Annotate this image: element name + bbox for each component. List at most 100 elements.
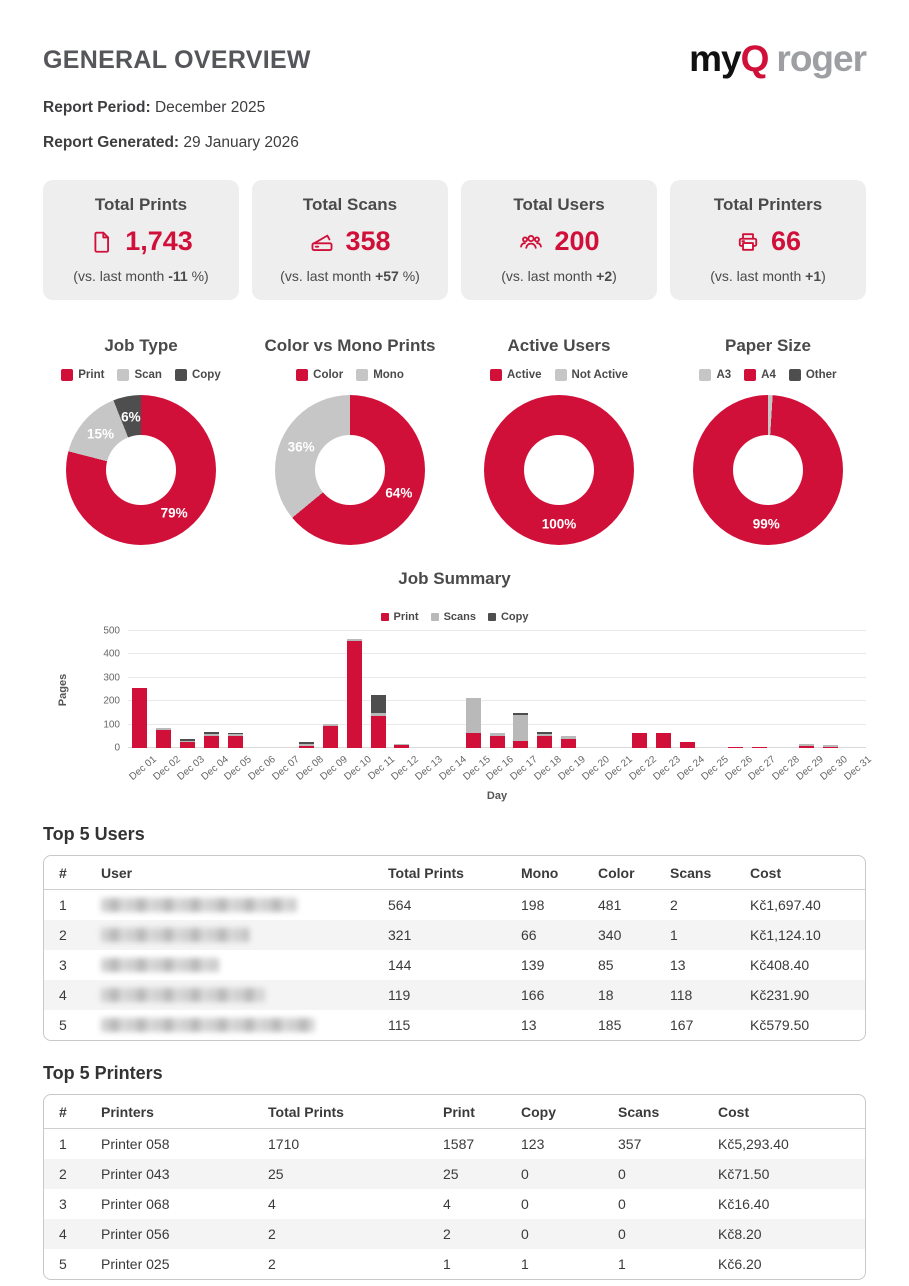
legend-label: Active: [507, 369, 542, 381]
donut-slice-label: 99%: [752, 516, 780, 532]
table-cell: 481: [598, 897, 622, 913]
table-cell: 4: [59, 987, 67, 1003]
table-header: # Printers Total Prints Print Copy Scans Cost: [44, 1095, 865, 1129]
redacted-user-name: [101, 898, 297, 912]
stat-card-value-row: 1,743: [43, 226, 239, 257]
bar-slot: [485, 733, 509, 748]
donut-legend: Color Mono: [252, 369, 448, 381]
x-tick: Dec 17: [509, 748, 540, 796]
bar-segment-print: [561, 738, 577, 748]
x-tick: Dec 10: [342, 748, 373, 796]
chart-legend: Print Scans Copy: [43, 611, 866, 623]
users-table-heading: Top 5 Users: [43, 824, 145, 844]
x-tick: Dec 01: [128, 748, 159, 796]
chart-title: Job Summary: [398, 569, 511, 588]
stacked-bar: [322, 723, 338, 748]
bar-segment-print: [727, 746, 743, 748]
x-tick: Dec 30: [818, 748, 849, 796]
legend-label: Print: [393, 611, 419, 623]
stat-card-value: 200: [554, 226, 600, 256]
table-cell: Printer 043: [101, 1166, 170, 1182]
stacked-bar: [513, 713, 529, 748]
legend-label: Other: [805, 369, 837, 381]
x-tick-label: Dec 31: [842, 754, 874, 783]
x-tick: Dec 26: [723, 748, 754, 796]
x-tick: Dec 07: [271, 748, 302, 796]
stacked-bar: [751, 746, 767, 748]
bar-slot: [461, 697, 485, 748]
column-header-scans: Scans: [606, 1095, 706, 1129]
table-cell: [89, 980, 376, 1010]
donut-chart-active-users: Active Users Active Not Active 100%: [461, 336, 657, 545]
legend-label: Scan: [134, 369, 162, 381]
x-tick: Dec 27: [747, 748, 778, 796]
column-header-copy: Copy: [509, 1095, 606, 1129]
table-row: 2 321 66 340 1 Kč1,124.10: [44, 920, 865, 950]
table-cell: 25: [268, 1166, 284, 1182]
bar-segment-scans: [513, 714, 529, 741]
x-tick: Dec 28: [771, 748, 802, 796]
gridline: [128, 700, 866, 702]
table-cell: Kč6.20: [718, 1256, 762, 1272]
table-cell: 1: [59, 1136, 67, 1152]
column-header-cost: Cost: [738, 856, 865, 890]
x-tick: Dec 29: [794, 748, 825, 796]
table-cell: 198: [521, 897, 545, 913]
bar-segment-print: [156, 729, 172, 748]
scanner-icon: [309, 229, 335, 255]
header-row: # User Total Prints Mono Color Scans Cost: [44, 856, 865, 890]
y-tick-label: 200: [103, 695, 120, 707]
column-header-total-prints: Total Prints: [376, 856, 509, 890]
bar-segment-scans: [156, 728, 172, 730]
stacked-bar: [203, 732, 219, 748]
table-cell: 13: [670, 957, 686, 973]
legend-swatch: [487, 613, 496, 621]
stacked-bar: [561, 735, 577, 748]
legend-swatch: [117, 369, 130, 381]
x-tick: Dec 18: [532, 748, 563, 796]
bar-segment-print: [656, 732, 672, 748]
table-cell: 1: [59, 897, 67, 913]
stacked-bar: [489, 733, 505, 748]
donut-title: Color vs Mono Prints: [264, 336, 436, 355]
stacked-bar: [370, 695, 386, 748]
column-header-scans: Scans: [658, 856, 738, 890]
x-tick: Dec 08: [294, 748, 325, 796]
table-cell: 1: [443, 1256, 451, 1272]
stat-card-total-users: Total Users 200 (vs. last month +2): [461, 180, 657, 300]
table-cell: 144: [388, 957, 412, 973]
legend-swatch: [61, 369, 74, 381]
table-cell: 3: [59, 1196, 67, 1212]
stacked-bar: [394, 743, 410, 748]
bar-segment-print: [394, 745, 410, 748]
stat-card-value-row: 66: [670, 226, 866, 257]
bar-slot: [533, 732, 557, 748]
donut-slice-label: 36%: [287, 439, 315, 455]
table-cell: Kč8.20: [718, 1226, 762, 1242]
legend-item: Not Active: [554, 369, 628, 381]
job-summary-section: Job Summary Print Scans Copy Pages 0 100 200…: [43, 569, 873, 803]
bar-slot: [319, 723, 343, 748]
donut-legend: A3 A4 Other: [670, 369, 866, 381]
donut-slice-label: 100%: [541, 516, 577, 532]
bar-segment-scans: [465, 697, 481, 733]
stacked-bar: [465, 697, 481, 748]
legend-swatch: [174, 369, 187, 381]
bar-chart: Pages 0 100 200 300 400 500 Dec 01 Dec 02 Dec 0…: [43, 626, 873, 803]
stat-card-caption: (vs. last month -11 %): [73, 268, 209, 284]
column-header-total-prints: Total Prints: [256, 1095, 431, 1129]
bar-segment-scans: [822, 745, 838, 747]
header-row: # Printers Total Prints Print Copy Scans Cost: [44, 1095, 865, 1129]
bar-slot: [557, 735, 581, 748]
table-cell: 66: [521, 927, 537, 943]
table-cell: 1: [670, 927, 678, 943]
stat-card-value: 1,743: [125, 226, 193, 256]
bar-segment-scans: [299, 744, 315, 746]
table-row: 3 144 139 85 13 Kč408.40: [44, 950, 865, 980]
bar-slot: [676, 742, 700, 748]
x-tick: Dec 14: [437, 748, 468, 796]
legend-item: Color: [296, 369, 343, 381]
table-cell: 18: [598, 987, 614, 1003]
table-cell: 0: [521, 1166, 529, 1182]
gridline: [128, 676, 866, 678]
